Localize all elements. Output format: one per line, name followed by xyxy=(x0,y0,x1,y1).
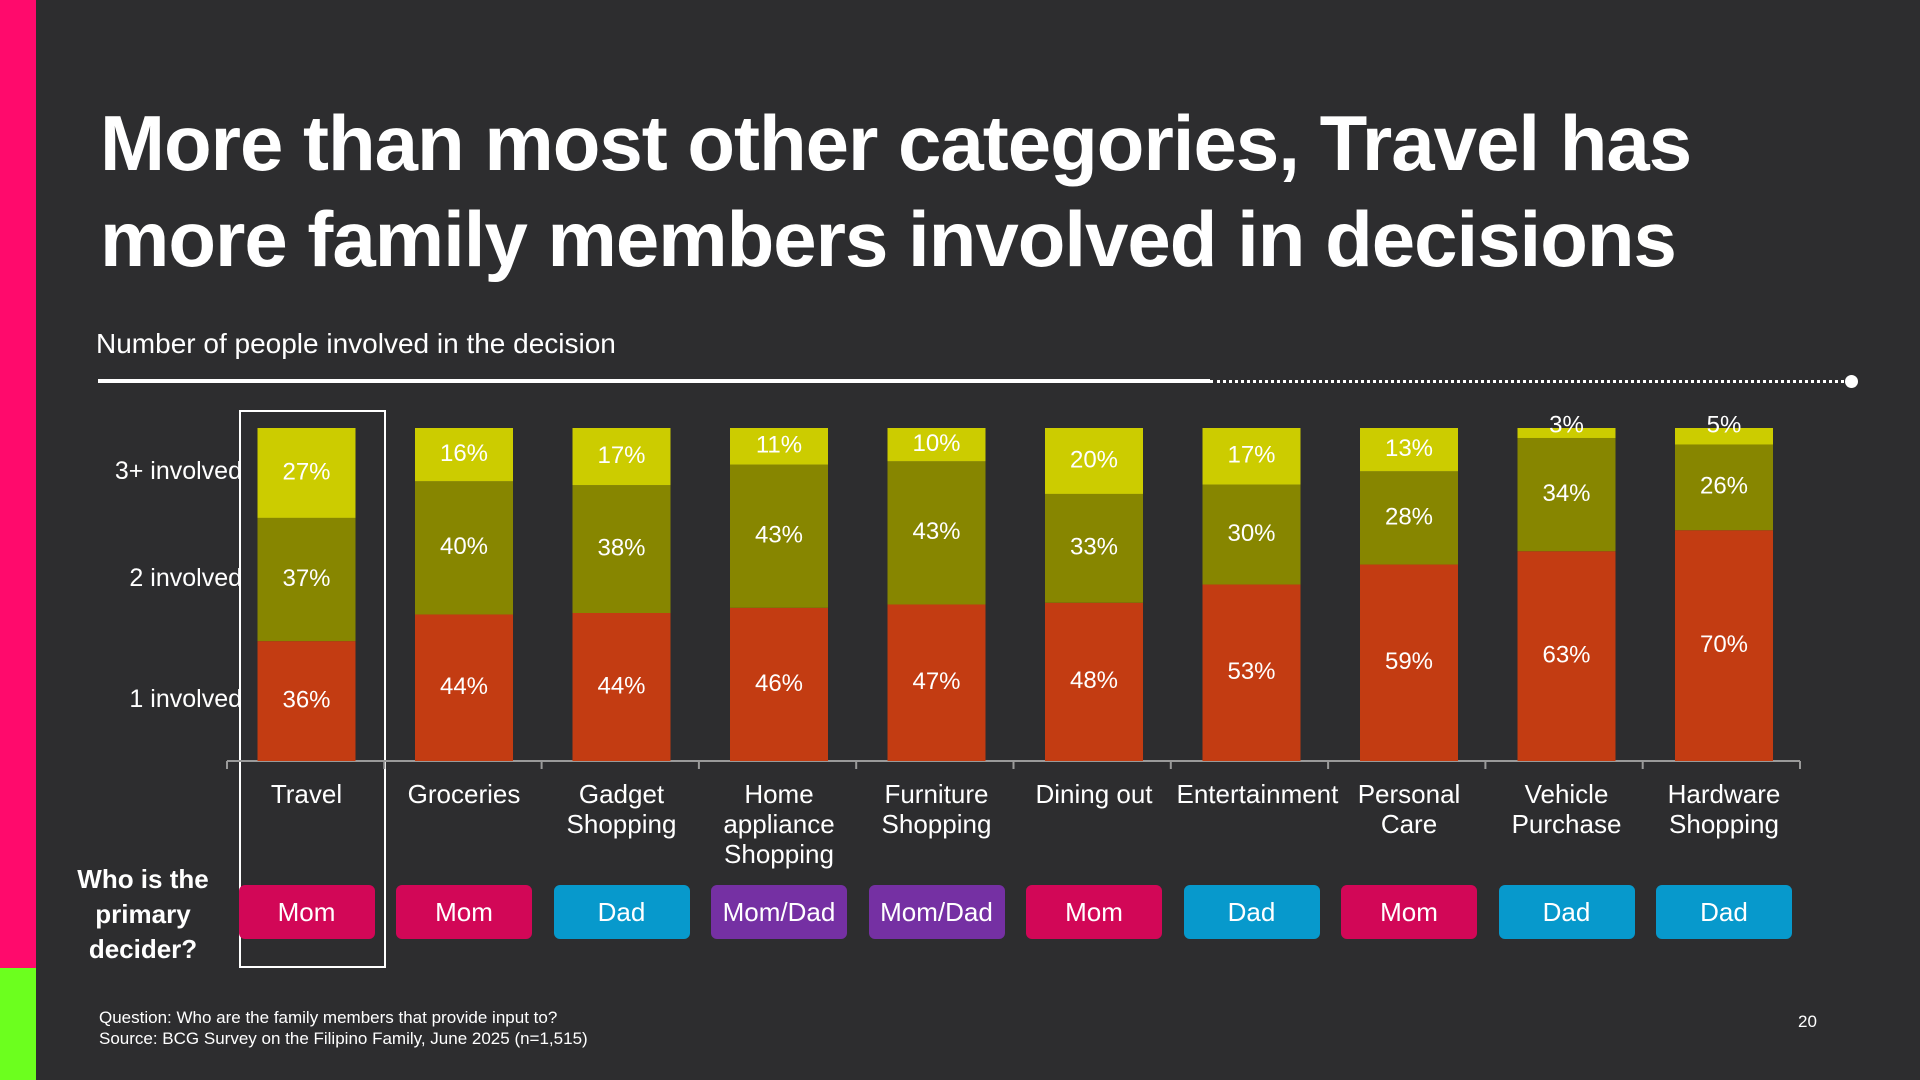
footnote-question: Question: Who are the family members tha… xyxy=(99,1008,558,1027)
divider-dotted xyxy=(1210,380,1850,383)
primary-decider-label: Who is the primary decider? xyxy=(77,864,209,964)
data-label: 40% xyxy=(440,533,488,560)
segment-2-involved xyxy=(1045,493,1143,603)
data-label: 63% xyxy=(1542,641,1590,668)
data-label: 13% xyxy=(1385,435,1433,462)
segment-1-involved xyxy=(572,613,671,761)
segment-1-involved xyxy=(1517,551,1616,761)
segment-3plus-involved xyxy=(887,428,986,462)
segment-1-involved xyxy=(887,604,986,761)
segment-1-involved xyxy=(1202,584,1301,761)
decider-pill: Dad xyxy=(1498,885,1635,939)
segment-3plus-involved xyxy=(572,428,671,486)
accent-bar-bottom xyxy=(0,968,36,1080)
segment-2-involved xyxy=(1675,444,1773,531)
segment-3plus-involved xyxy=(730,428,828,465)
category-label: Entertainment xyxy=(1176,779,1339,809)
segment-2-involved xyxy=(1517,437,1616,552)
data-label: 36% xyxy=(282,686,330,713)
segment-3plus-involved xyxy=(1045,428,1143,494)
decider-pill: Dad xyxy=(1183,885,1320,939)
segment-3plus-involved xyxy=(1202,428,1301,485)
segment-3plus-involved xyxy=(257,428,356,518)
data-label: 59% xyxy=(1385,648,1433,675)
segment-2-involved xyxy=(887,461,986,605)
segment-2-involved xyxy=(1360,471,1458,565)
decider-pill: Mom xyxy=(1026,885,1162,939)
segment-1-involved xyxy=(730,607,828,761)
decider-pill: Mom/Dad xyxy=(868,885,1005,939)
data-label: 28% xyxy=(1385,503,1433,530)
data-label: 46% xyxy=(755,670,803,697)
data-label: 33% xyxy=(1070,534,1118,561)
segment-2-involved xyxy=(572,485,671,613)
data-label: 16% xyxy=(440,440,488,467)
data-label: 44% xyxy=(440,673,488,700)
segment-1-involved xyxy=(1045,602,1143,761)
chart-subtitle: Number of people involved in the decisio… xyxy=(96,328,616,359)
data-label: 10% xyxy=(912,430,960,457)
segment-1-involved xyxy=(1675,530,1773,761)
page-number: 20 xyxy=(1798,1012,1817,1031)
data-label: 3% xyxy=(1549,411,1584,438)
category-label: Personal Care xyxy=(1357,779,1461,839)
data-label: 27% xyxy=(282,458,330,485)
divider-endpoint-dot xyxy=(1845,375,1858,388)
accent-bar-top xyxy=(0,0,36,968)
category-label: Dining out xyxy=(1035,779,1153,809)
data-label: 5% xyxy=(1707,411,1742,438)
legend-label-1: 1 involved xyxy=(129,685,242,713)
data-label: 26% xyxy=(1700,473,1748,500)
footnote-source: Source: BCG Survey on the Filipino Famil… xyxy=(99,1029,588,1048)
category-label: Furniture Shopping xyxy=(881,779,992,839)
data-label: 20% xyxy=(1070,446,1118,473)
data-label: 48% xyxy=(1070,667,1118,694)
segment-3plus-involved xyxy=(1517,428,1616,438)
segment-3plus-involved xyxy=(415,428,513,482)
data-label: 47% xyxy=(912,668,960,695)
divider-solid xyxy=(98,379,1210,383)
segment-3plus-involved xyxy=(1360,428,1458,472)
segment-3plus-involved xyxy=(1675,428,1773,445)
segment-2-involved xyxy=(1202,484,1301,585)
legend-label-2: 2 involved xyxy=(129,564,242,592)
category-label: Vehicle Purchase xyxy=(1511,779,1622,839)
data-label: 37% xyxy=(282,565,330,592)
category-label: Travel xyxy=(270,779,343,809)
travel-highlight-box xyxy=(239,410,386,968)
data-label: 11% xyxy=(756,432,802,459)
decider-pill: Dad xyxy=(1656,885,1792,939)
data-label: 17% xyxy=(1227,442,1275,469)
data-label: 30% xyxy=(1227,520,1275,547)
segment-2-involved xyxy=(415,481,513,615)
legend-label-3plus: 3+ involved xyxy=(114,457,242,485)
decider-pill: Mom xyxy=(396,885,532,939)
data-label: 43% xyxy=(912,518,960,545)
decider-pill: Mom xyxy=(1341,885,1477,939)
segment-1-involved xyxy=(1360,564,1458,761)
segment-1-involved xyxy=(415,614,513,761)
slide-title: More than most other categories, Travel … xyxy=(100,99,1692,283)
category-label: Groceries xyxy=(407,779,521,809)
data-label: 43% xyxy=(755,522,803,549)
data-label: 38% xyxy=(597,534,645,561)
category-label: Hardware Shopping xyxy=(1667,779,1781,839)
decider-pill: Dad xyxy=(553,885,690,939)
data-label: 44% xyxy=(597,672,645,699)
data-label: 53% xyxy=(1227,658,1275,685)
footnote: Question: Who are the family members tha… xyxy=(99,1007,588,1049)
decider-pill: Mom/Dad xyxy=(711,885,847,939)
segment-1-involved xyxy=(257,641,356,761)
segment-2-involved xyxy=(257,517,356,642)
data-label: 17% xyxy=(597,442,645,469)
category-label: Home appliance Shopping xyxy=(723,779,835,869)
segment-2-involved xyxy=(730,464,828,608)
data-label: 34% xyxy=(1542,480,1590,507)
data-label: 70% xyxy=(1700,631,1748,658)
category-label: Gadget Shopping xyxy=(566,779,677,839)
decider-pill: Mom xyxy=(238,885,375,939)
